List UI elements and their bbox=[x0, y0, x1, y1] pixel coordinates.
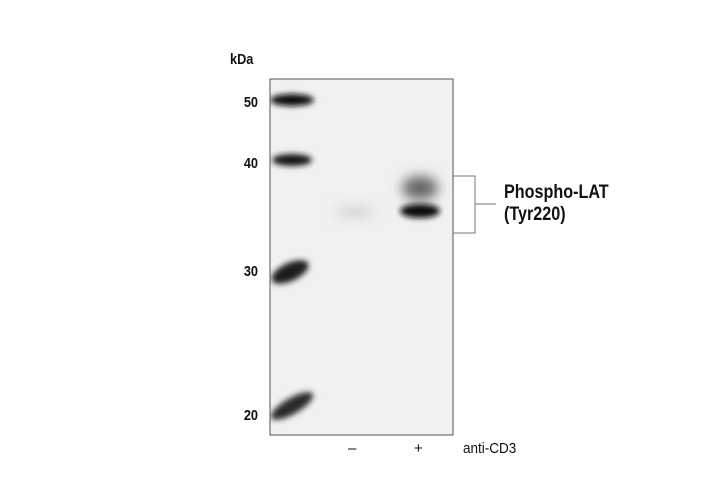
kda-unit-label: kDa bbox=[230, 51, 254, 68]
marker-label-20: 20 bbox=[243, 407, 258, 424]
marker-label-40: 40 bbox=[243, 155, 258, 172]
membrane bbox=[269, 78, 454, 436]
lane-plus-smear bbox=[402, 176, 438, 200]
lane-minus-faint-band bbox=[335, 207, 375, 217]
marker-label-50: 50 bbox=[243, 94, 258, 111]
treatment-label: anti-CD3 bbox=[463, 440, 517, 457]
lane-plus-phospho-lat-band bbox=[400, 204, 440, 218]
ladder-band-50 bbox=[270, 94, 314, 106]
band-bracket bbox=[453, 175, 476, 234]
ladder-band-20 bbox=[270, 392, 314, 420]
lane-label-plus: + bbox=[414, 440, 423, 457]
band-label-line2: (Tyr220) bbox=[504, 204, 566, 225]
ladder-band-30 bbox=[271, 260, 309, 284]
band-label-line1: Phospho-LAT bbox=[504, 182, 609, 203]
lane-label-minus: – bbox=[348, 440, 357, 457]
ladder-band-40 bbox=[272, 154, 312, 166]
marker-label-30: 30 bbox=[243, 263, 258, 280]
